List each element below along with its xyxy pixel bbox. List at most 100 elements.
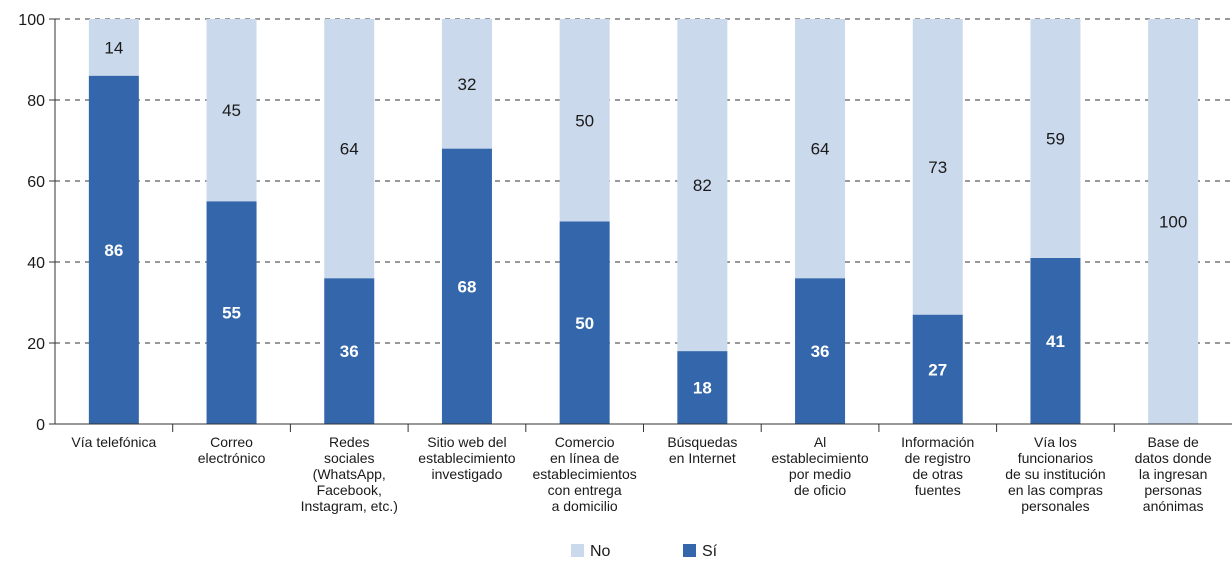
x-category-label-line: funcionarios [1018,450,1094,466]
data-label-no: 82 [693,176,712,195]
x-category-label-line: en Internet [669,450,736,466]
x-category-labels: Vía telefónica Correo electrónico Redes soci… [71,434,1211,514]
x-category-label-line: de otras [912,466,963,482]
x-category-label-line: de registro [905,450,971,466]
bar-si [1030,257,1081,424]
x-category-label-line: (WhatsApp, [313,466,386,482]
bar-no [88,19,139,76]
x-category-label-line: Comercio [555,434,615,450]
y-tick-label: 60 [27,174,45,191]
x-category-label: Vía telefónica [71,434,156,450]
legend-label-si: Sí [702,543,718,560]
x-category-label: Correo electrónico [198,434,266,466]
x-category-label-line: Búsquedas [667,434,737,450]
bar-si [912,314,963,424]
data-label-no: 64 [340,140,359,159]
x-category-label-line: fuentes [915,482,961,498]
x-category-label-line: electrónico [198,450,266,466]
bars: 14 86 45 55 64 36 32 68 50 50 82 18 64 36 73 27 59 41 100 [88,19,1199,424]
axes [49,18,1232,432]
data-label-no: 45 [222,101,241,120]
data-label-no: 64 [811,140,830,159]
x-category-label: Información de registro de otras fuentes [901,434,974,498]
data-label-si: 55 [222,304,241,323]
x-category-label-line: a domicilio [552,498,618,514]
x-category-label-line: con entrega [548,482,622,498]
x-category-label-line: Vía telefónica [71,434,156,450]
x-category-label-line: personas [1144,482,1202,498]
x-category-label-line: sociales [324,450,375,466]
data-label-si: 41 [1046,332,1065,351]
y-tick-label: 20 [27,336,45,353]
legend-swatch-si [683,544,696,557]
legend: No Sí [571,543,718,560]
bar-si [206,201,257,424]
bar-si [677,351,728,424]
x-category-label-line: anónimas [1143,498,1204,514]
x-category-label-line: Instagram, etc.) [301,498,398,514]
data-label-no: 73 [928,158,947,177]
legend-label-no: No [590,543,611,560]
bar-no [441,19,492,149]
data-label-si: 27 [928,360,947,379]
bar-no [559,19,610,222]
data-label-si: 18 [693,379,712,398]
x-category-label-line: de oficio [794,482,846,498]
x-category-label-line: de su institución [1005,466,1105,482]
bar-si [441,148,492,424]
x-category-label-line: Redes [329,434,369,450]
x-category-label-line: Información [901,434,974,450]
y-tick-labels: 0 20 40 60 80 100 [18,12,45,434]
bar-no [1148,19,1199,424]
data-label-no: 32 [457,75,476,94]
data-label-si: 68 [457,277,476,296]
data-label-no: 59 [1046,129,1065,148]
x-category-label-line: establecimiento [418,450,515,466]
x-category-label: Vía los funcionarios de su institución en l… [1005,434,1105,514]
x-category-label-line: Al [814,434,826,450]
x-category-label: Búsquedas en Internet [667,434,737,466]
data-label-si: 36 [340,342,359,361]
x-category-label-line: Sitio web del [427,434,506,450]
bar-si [324,278,375,424]
y-tick-label: 80 [27,93,45,110]
bar-no [206,19,257,202]
data-label-no: 50 [575,111,594,130]
bar-si [88,75,139,424]
bar-no [324,19,375,279]
x-category-label: Base de datos donde la ingresan personas anó… [1135,434,1212,514]
x-category-label: Al establecimiento por medio de oficio [771,434,868,498]
y-tick-label: 0 [36,417,45,434]
bar-no [677,19,728,352]
data-label-si: 50 [575,314,594,333]
x-category-label-line: Correo [210,434,253,450]
data-label-no: 14 [104,38,123,57]
x-category-label: Redes sociales (WhatsApp, Facebook, Instagra… [301,434,398,514]
x-category-label-line: por medio [789,466,851,482]
x-category-label-line: en las compras [1008,482,1103,498]
x-category-label-line: personales [1021,498,1090,514]
bar-no [1030,19,1081,258]
data-label-no: 100 [1159,213,1187,232]
y-tick-label: 40 [27,255,45,272]
x-category-label-line: establecimiento [771,450,868,466]
legend-swatch-no [571,544,584,557]
x-category-label-line: datos donde [1135,450,1212,466]
data-label-si: 86 [104,241,123,260]
bar-si [795,278,846,424]
x-category-label-line: en línea de [550,450,619,466]
bar-si [559,221,610,424]
x-category-label-line: Vía los [1034,434,1077,450]
x-category-label: Comercio en línea de establecimientos con e… [533,434,637,514]
x-category-label-line: Base de [1147,434,1199,450]
x-category-label-line: establecimientos [533,466,637,482]
x-category-label: Sitio web del establecimiento investigado [418,434,515,482]
x-category-label-line: la ingresan [1139,466,1208,482]
data-label-si: 36 [811,342,830,361]
bar-no [795,19,846,279]
bar-no [912,19,963,315]
y-tick-label: 100 [18,12,45,29]
x-category-label-line: Facebook, [317,482,382,498]
x-category-label-line: investigado [432,466,503,482]
